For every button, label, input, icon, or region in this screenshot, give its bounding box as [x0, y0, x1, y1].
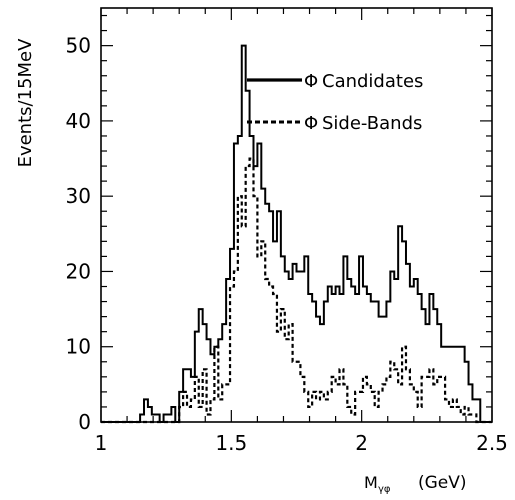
y-tick-label: 0: [78, 410, 91, 434]
y-tick-label: 40: [66, 109, 91, 133]
x-tick-label: 1.5: [215, 431, 247, 455]
x-tick-label: 2: [355, 431, 368, 455]
axes: 1 1.5 2 2.5 0 10 20 30 40 50: [66, 7, 508, 455]
legend: Φ Candidates Φ Side-Bands: [247, 71, 423, 134]
x-axis-label-unit: (GeV): [418, 473, 467, 493]
y-tick-label: 10: [66, 335, 91, 359]
legend-symbol-sidebands: Φ: [304, 113, 318, 134]
x-axis-label-subscript: γφ: [378, 484, 391, 495]
legend-label-candidates: Candidates: [322, 71, 423, 92]
x-axis-label-main: M: [364, 473, 378, 492]
histogram-candidates: [101, 44, 492, 423]
histogram-side-bands: [101, 157, 492, 424]
x-tick-label: 2.5: [476, 431, 508, 455]
histograms: [101, 44, 492, 424]
y-tick-label: 30: [66, 184, 91, 208]
y-tick-label: 20: [66, 259, 91, 283]
x-tick-label: 1: [95, 431, 108, 455]
y-tick-label: 50: [66, 34, 91, 58]
plot-frame: [100, 7, 493, 423]
x-axis-label: M γφ (GeV): [364, 473, 467, 495]
legend-label-sidebands: Side-Bands: [322, 113, 422, 134]
y-axis-label: Events/15MeV: [15, 38, 36, 168]
legend-symbol-candidates: Φ: [304, 71, 318, 92]
